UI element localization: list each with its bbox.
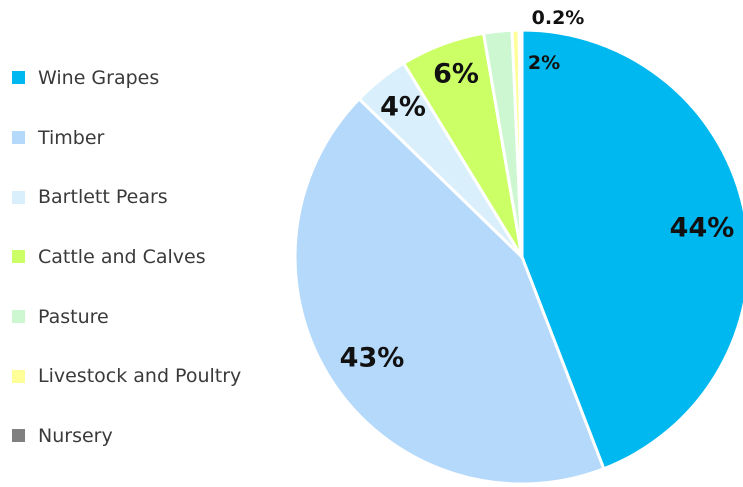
legend-swatch bbox=[12, 190, 25, 204]
legend-label: Wine Grapes bbox=[38, 66, 160, 89]
legend-item-nursery: Nursery bbox=[12, 406, 241, 466]
legend-item-bartlett-pears: Bartlett Pears bbox=[12, 167, 241, 227]
pie-slice-nursery bbox=[517, 28, 524, 259]
data-label-timber: 43% bbox=[340, 343, 405, 374]
data-label-wine-grapes: 44% bbox=[670, 213, 735, 244]
chart-legend: Wine Grapes Timber Bartlett Pears Cattle… bbox=[12, 48, 241, 466]
data-label-cattle-and-calves: 6% bbox=[433, 59, 479, 90]
legend-item-cattle-and-calves: Cattle and Calves bbox=[12, 227, 241, 287]
legend-item-pasture: Pasture bbox=[12, 287, 241, 347]
legend-swatch bbox=[12, 71, 25, 85]
legend-label: Cattle and Calves bbox=[38, 245, 206, 268]
legend-item-livestock-and-poultry: Livestock and Poultry bbox=[12, 346, 241, 406]
legend-swatch bbox=[12, 250, 25, 264]
legend-item-timber: Timber bbox=[12, 108, 241, 168]
data-label-bartlett-pears: 4% bbox=[380, 92, 426, 123]
data-label-nursery: 0.2% bbox=[532, 7, 585, 29]
data-label-livestock-and-poultry: 2% bbox=[528, 52, 560, 74]
pie-slice-wine-grapes bbox=[520, 28, 743, 471]
legend-swatch bbox=[12, 369, 25, 383]
legend-swatch bbox=[12, 429, 25, 443]
legend-swatch bbox=[12, 310, 25, 324]
legend-label: Nursery bbox=[38, 424, 113, 447]
legend-label: Timber bbox=[38, 126, 105, 149]
legend-label: Livestock and Poultry bbox=[38, 365, 242, 388]
legend-label: Pasture bbox=[38, 305, 109, 328]
pie-slice-timber bbox=[293, 97, 606, 486]
legend-label: Bartlett Pears bbox=[38, 186, 168, 209]
legend-item-wine-grapes: Wine Grapes bbox=[12, 48, 241, 108]
legend-swatch bbox=[12, 131, 25, 145]
